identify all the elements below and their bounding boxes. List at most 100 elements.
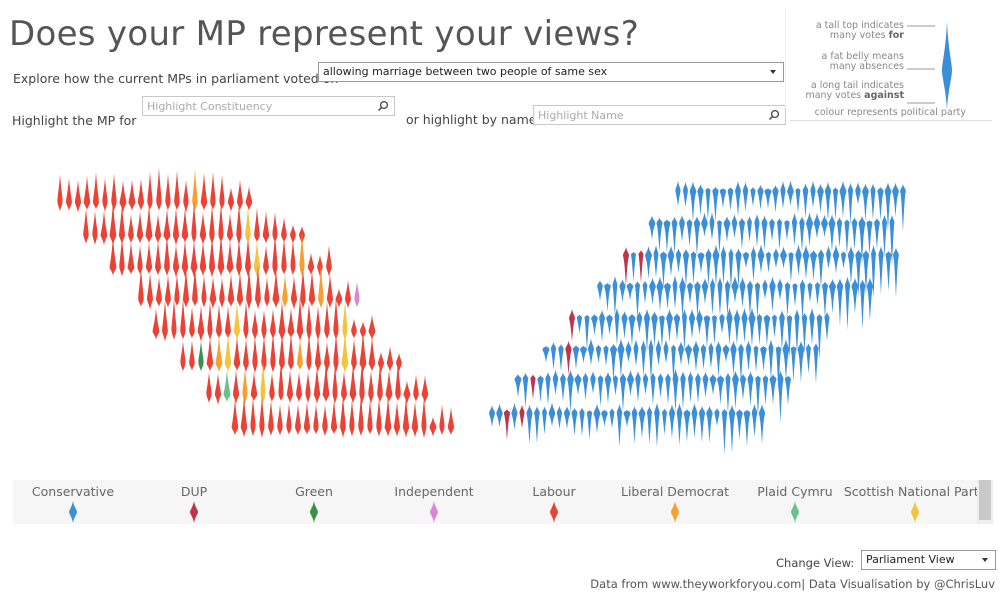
mp-seat[interactable] — [227, 273, 235, 307]
mp-seat[interactable] — [209, 204, 215, 246]
mp-seat[interactable] — [625, 340, 632, 363]
mp-seat[interactable] — [736, 408, 743, 441]
mp-seat[interactable] — [119, 180, 127, 213]
mp-seat[interactable] — [664, 282, 671, 310]
mp-seat[interactable] — [591, 314, 598, 336]
mp-seat[interactable] — [805, 212, 814, 247]
mp-seat[interactable] — [792, 282, 798, 307]
mp-seat[interactable] — [341, 328, 349, 374]
mp-seat[interactable] — [402, 395, 410, 438]
mp-seat[interactable] — [262, 210, 270, 244]
mp-seat[interactable] — [672, 275, 678, 310]
mp-seat[interactable] — [128, 213, 134, 244]
mp-seat[interactable] — [138, 266, 144, 307]
mp-seat[interactable] — [900, 183, 906, 232]
mp-seat[interactable] — [631, 251, 636, 282]
mp-seat[interactable] — [83, 175, 91, 211]
mp-seat[interactable] — [636, 311, 643, 334]
mp-seat[interactable] — [697, 184, 704, 216]
mp-seat[interactable] — [755, 375, 761, 417]
mp-seat[interactable] — [74, 179, 82, 213]
mp-seat[interactable] — [224, 332, 232, 372]
mp-seat[interactable] — [685, 343, 692, 367]
mp-seat[interactable] — [604, 282, 611, 312]
mp-seat[interactable] — [795, 244, 802, 277]
mp-seat[interactable] — [588, 338, 594, 366]
mp-seat[interactable] — [376, 397, 382, 437]
mp-seat[interactable] — [810, 180, 816, 208]
mp-seat[interactable] — [198, 340, 204, 372]
mp-seat[interactable] — [250, 371, 258, 402]
mp-seat[interactable] — [689, 181, 697, 222]
mp-seat[interactable] — [215, 335, 223, 373]
mp-seat[interactable] — [738, 343, 744, 384]
mp-seat[interactable] — [802, 183, 809, 219]
mp-seat[interactable] — [769, 276, 776, 313]
mp-seat[interactable] — [839, 180, 847, 219]
mp-seat[interactable] — [574, 373, 582, 396]
mp-seat[interactable] — [111, 173, 117, 211]
mp-seat[interactable] — [349, 362, 357, 404]
mp-seat[interactable] — [682, 248, 690, 288]
mp-seat[interactable] — [385, 369, 393, 403]
mp-seat[interactable] — [753, 345, 759, 372]
mp-seat[interactable] — [659, 314, 665, 348]
mp-seat[interactable] — [656, 276, 664, 312]
mp-seat[interactable] — [189, 339, 195, 371]
mp-seat[interactable] — [219, 174, 225, 210]
mp-seat[interactable] — [191, 201, 197, 244]
mp-seat[interactable] — [757, 244, 765, 274]
mp-seat[interactable] — [542, 345, 550, 363]
mp-seat[interactable] — [439, 404, 445, 436]
mp-seat[interactable] — [277, 403, 283, 436]
mp-seat[interactable] — [866, 277, 874, 322]
mp-seat[interactable] — [633, 339, 639, 367]
mp-seat[interactable] — [705, 248, 712, 287]
mp-seat[interactable] — [155, 239, 161, 276]
mp-seat[interactable] — [308, 269, 316, 307]
mp-seat[interactable] — [279, 331, 285, 371]
mp-seat[interactable] — [673, 313, 681, 342]
mp-seat[interactable] — [739, 217, 745, 250]
mp-seat[interactable] — [734, 309, 740, 346]
mp-seat[interactable] — [799, 216, 805, 252]
mp-seat[interactable] — [599, 309, 605, 342]
mp-seat[interactable] — [641, 339, 646, 377]
mp-seat[interactable] — [675, 248, 682, 274]
mp-seat[interactable] — [421, 396, 427, 438]
mp-seat[interactable] — [751, 403, 758, 437]
mp-seat[interactable] — [199, 211, 207, 245]
mp-seat[interactable] — [656, 217, 663, 252]
mp-seat[interactable] — [396, 352, 402, 372]
mp-seat[interactable] — [223, 369, 231, 402]
mp-seat[interactable] — [582, 372, 589, 401]
mp-seat[interactable] — [622, 246, 630, 287]
mp-seat[interactable] — [799, 278, 806, 321]
mp-seat[interactable] — [642, 372, 649, 395]
mp-seat[interactable] — [172, 207, 180, 246]
mp-seat[interactable] — [395, 359, 401, 402]
mp-seat[interactable] — [680, 371, 686, 409]
mp-seat[interactable] — [741, 307, 748, 343]
mp-seat[interactable] — [209, 276, 217, 309]
mp-seat[interactable] — [286, 369, 294, 404]
name-search-input[interactable] — [534, 106, 761, 124]
mp-seat[interactable] — [871, 244, 876, 300]
mp-seat[interactable] — [526, 404, 533, 445]
mp-seat[interactable] — [349, 398, 355, 437]
mp-seat[interactable] — [496, 403, 503, 428]
mp-seat[interactable] — [138, 178, 144, 211]
mp-seat[interactable] — [735, 180, 741, 217]
mp-seat[interactable] — [787, 180, 794, 206]
mp-seat[interactable] — [261, 335, 267, 372]
mp-seat[interactable] — [429, 416, 437, 437]
mp-seat[interactable] — [322, 404, 328, 437]
mp-seat[interactable] — [862, 183, 869, 222]
mp-seat[interactable] — [259, 394, 265, 438]
mp-seat[interactable] — [628, 313, 636, 347]
mp-seat[interactable] — [726, 307, 733, 346]
mp-seat[interactable] — [272, 232, 278, 277]
mp-seat[interactable] — [779, 310, 785, 351]
mp-seat[interactable] — [693, 216, 701, 257]
mp-seat[interactable] — [83, 207, 89, 244]
